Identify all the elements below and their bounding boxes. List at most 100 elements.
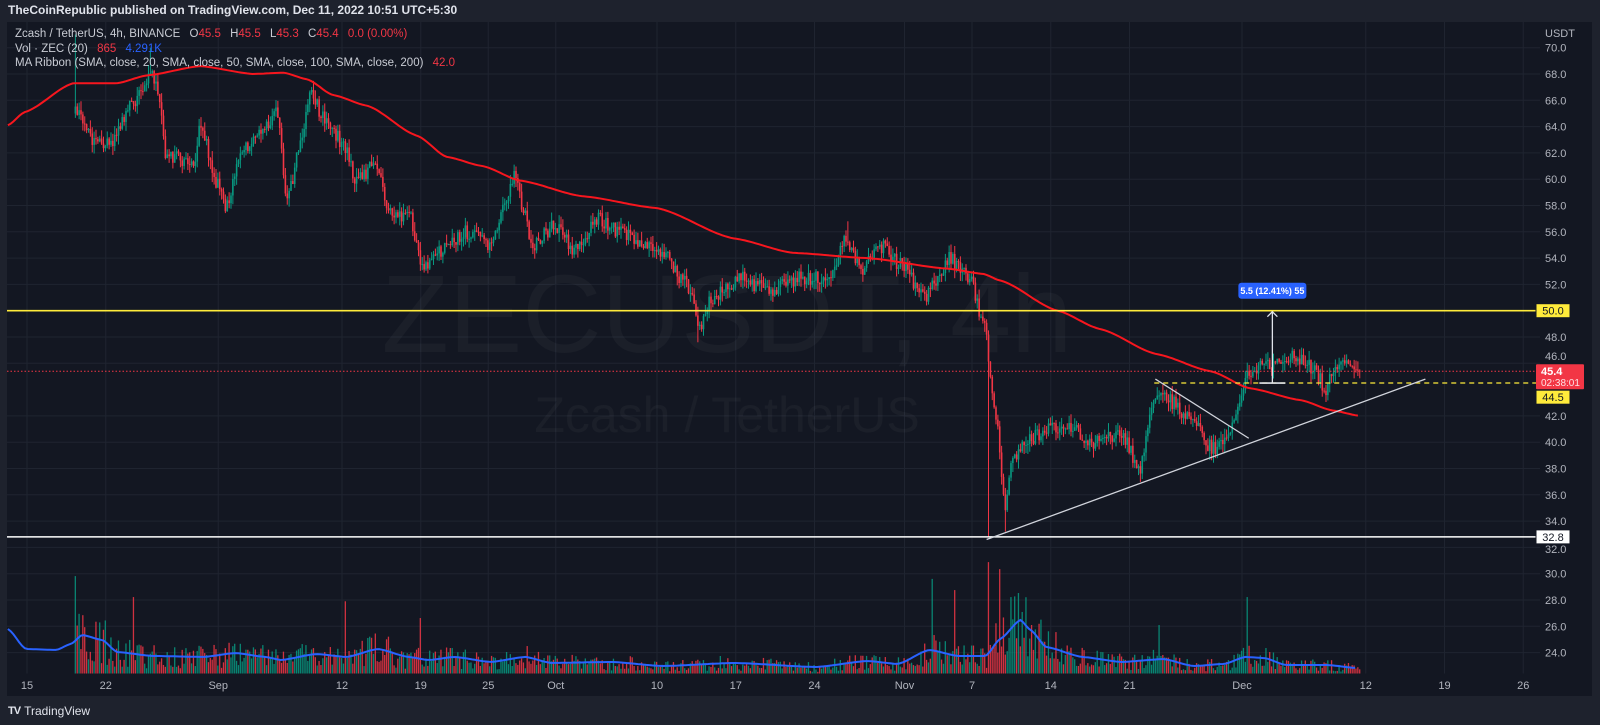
volume-bar: [136, 645, 138, 674]
volume-bar: [1224, 664, 1226, 674]
volume-bar: [1184, 670, 1186, 674]
volume-bar: [545, 667, 547, 674]
candle-body: [607, 217, 609, 231]
candle-body: [1203, 433, 1205, 441]
volume-bar: [948, 654, 950, 674]
candle-body: [1319, 373, 1322, 383]
candle-body: [316, 99, 319, 105]
volume-bar: [1150, 664, 1153, 674]
candle-body: [1152, 402, 1155, 408]
volume-bar: [582, 663, 585, 674]
candle-body: [547, 230, 549, 238]
candle-body: [1197, 422, 1200, 426]
volume-bar: [809, 670, 811, 674]
candle-body: [502, 204, 504, 213]
candle-body: [290, 181, 292, 191]
volume-bar: [740, 670, 742, 674]
volume-bar: [1036, 658, 1038, 674]
candle-body: [584, 238, 587, 245]
volume-bar: [901, 667, 903, 674]
candle-body: [1042, 430, 1044, 437]
volume-bar: [899, 666, 901, 674]
candle-body: [725, 283, 727, 293]
candle-body: [353, 178, 356, 184]
candle-body: [307, 104, 309, 112]
price-axis-label: 28.0: [1545, 595, 1566, 607]
candle-body: [1100, 438, 1102, 441]
candle-body: [312, 89, 315, 99]
chart-pane[interactable]: ZECUSDT, 4h Zcash / TetherUS 5.5 (12.41%…: [7, 22, 1592, 696]
candle-body: [202, 127, 204, 131]
volume-bar: [417, 647, 420, 674]
candle-body: [284, 175, 287, 194]
legend-volume-label[interactable]: Vol · ZEC (20): [15, 42, 88, 55]
candle-body: [933, 280, 935, 284]
candle-body: [515, 170, 517, 179]
volume-bar: [1214, 670, 1216, 674]
candle-body: [938, 274, 941, 277]
price-axis-label: 40.0: [1545, 437, 1566, 449]
volume-bar: [344, 601, 346, 674]
volume-bar: [198, 645, 200, 674]
candle-body: [618, 226, 620, 230]
candle-body: [800, 271, 802, 279]
volume-bar: [528, 661, 530, 674]
candle-body: [203, 130, 206, 141]
volume-bar: [967, 653, 969, 674]
candle-body: [912, 272, 915, 289]
tradingview-logo-icon[interactable]: TV: [8, 705, 21, 717]
time-axis-label: 7: [969, 680, 975, 692]
candle-body: [1193, 419, 1196, 422]
candle-body: [880, 244, 883, 254]
candle-body: [946, 260, 949, 265]
ascending-trendline: [986, 378, 1426, 541]
candle-body: [1085, 440, 1087, 444]
volume-bar: [1060, 648, 1063, 674]
volume-bar: [700, 664, 703, 674]
volume-bar: [1030, 624, 1033, 674]
candle-body: [82, 114, 84, 124]
tradingview-logo-text[interactable]: TradingView: [24, 704, 91, 718]
volume-bar: [712, 662, 714, 674]
volume-bar: [871, 657, 873, 674]
candle-body: [787, 279, 789, 286]
candle-body: [1021, 441, 1024, 452]
volume-bar: [725, 668, 727, 674]
volume-bar: [432, 653, 435, 674]
volume-bar: [736, 665, 738, 674]
candle-body: [967, 273, 969, 283]
candle-body: [672, 261, 675, 273]
volume-bar: [1319, 665, 1321, 674]
volume-bar: [1087, 663, 1089, 674]
candle-body: [1117, 430, 1119, 432]
legend-symbol[interactable]: Zcash / TetherUS, 4h, BINANCE: [15, 28, 181, 40]
legend-ma-label[interactable]: MA Ribbon (SMA, close, 20, SMA, close, 5…: [15, 57, 424, 69]
volume-bar: [252, 647, 255, 674]
volume-bar: [262, 645, 264, 674]
volume-bar: [294, 657, 296, 674]
candle-body: [260, 129, 262, 134]
time-axis-label: Nov: [895, 680, 915, 692]
candle-body: [803, 276, 806, 285]
volume-bar: [657, 667, 660, 674]
volume-bar: [1353, 665, 1355, 674]
volume-bar: [909, 663, 911, 674]
candle-body: [104, 145, 107, 149]
volume-bar: [400, 651, 403, 674]
volume-bar: [742, 664, 744, 674]
publisher-header: TheCoinRepublic published on TradingView…: [8, 3, 458, 17]
volume-bar: [1139, 661, 1141, 674]
candle-body: [1012, 457, 1014, 464]
candle-body: [397, 212, 399, 217]
candle-body: [170, 151, 172, 157]
volume-bar: [290, 653, 292, 674]
candle-body: [982, 316, 984, 321]
candle-body: [215, 176, 217, 188]
volume-bar: [530, 663, 532, 674]
volume-bar: [1325, 663, 1327, 674]
volume-bar: [226, 659, 228, 674]
price-axis-label: 66.0: [1545, 95, 1566, 107]
volume-bar: [618, 664, 620, 674]
candle-body: [372, 163, 375, 166]
price-chart[interactable]: ZECUSDT, 4h Zcash / TetherUS 5.5 (12.41%…: [7, 22, 1592, 696]
